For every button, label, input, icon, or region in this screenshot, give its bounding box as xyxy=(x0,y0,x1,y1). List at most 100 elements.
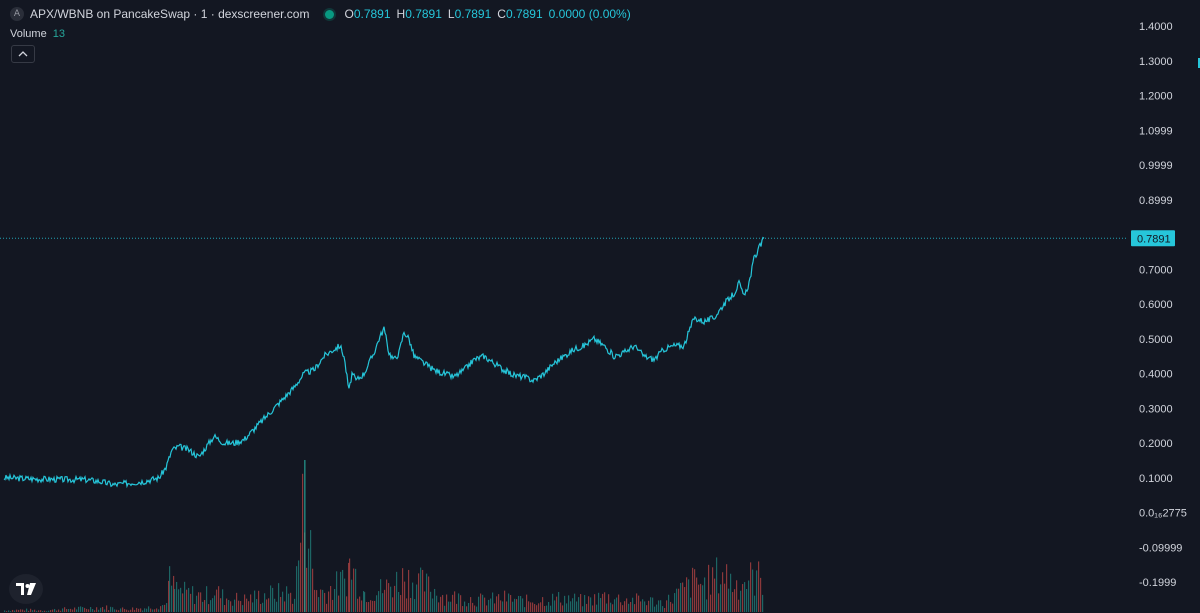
volume-bar xyxy=(148,606,150,612)
volume-bar xyxy=(388,583,390,612)
volume-bar xyxy=(240,601,242,612)
symbol-badge-icon[interactable]: A xyxy=(10,7,24,21)
volume-bar xyxy=(632,597,634,612)
volume-bar xyxy=(642,599,644,612)
volume-bar xyxy=(574,593,576,612)
volume-bar xyxy=(530,602,532,612)
volume-bar xyxy=(602,593,604,612)
volume-bar xyxy=(296,566,298,612)
volume-bar xyxy=(624,601,626,612)
volume-bar xyxy=(626,598,628,612)
volume-bar xyxy=(714,578,716,612)
chevron-up-icon[interactable] xyxy=(11,45,35,63)
volume-bar xyxy=(544,606,546,612)
volume-bar xyxy=(568,595,570,612)
volume-bar xyxy=(308,548,310,612)
volume-bar xyxy=(578,597,580,612)
volume-bar xyxy=(128,610,130,612)
volume-bar xyxy=(262,602,264,612)
volume-bar xyxy=(198,592,200,612)
volume-bar xyxy=(730,573,732,612)
volume-bar xyxy=(112,607,114,612)
volume-bar xyxy=(646,605,648,612)
volume-bar xyxy=(86,608,88,612)
volume-bar xyxy=(540,602,542,612)
volume-bar xyxy=(684,587,686,612)
volume-legend[interactable]: Volume 13 xyxy=(10,28,65,40)
volume-bar xyxy=(210,600,212,612)
volume-bar xyxy=(438,602,440,612)
volume-bar xyxy=(214,595,216,612)
volume-bar xyxy=(476,606,478,612)
volume-bar xyxy=(82,607,84,612)
volume-bar xyxy=(752,569,754,612)
volume-bar xyxy=(176,581,178,612)
volume-bar xyxy=(84,607,86,612)
volume-bar xyxy=(18,609,20,612)
volume-bar xyxy=(312,568,314,612)
volume-bar xyxy=(28,610,30,612)
volume-bar xyxy=(478,596,480,612)
volume-bar xyxy=(202,601,204,612)
volume-bar xyxy=(622,605,624,612)
volume-bar xyxy=(746,588,748,612)
volume-bar xyxy=(546,605,548,612)
volume-bar xyxy=(194,603,196,612)
volume-bar xyxy=(190,593,192,612)
volume-bar xyxy=(164,604,166,612)
volume-bar xyxy=(142,610,144,612)
volume-bar xyxy=(456,603,458,612)
volume-bar xyxy=(106,605,108,612)
volume-bar xyxy=(468,602,470,612)
volume-bar xyxy=(510,595,512,612)
volume-bar xyxy=(502,601,504,612)
tradingview-logo-icon[interactable] xyxy=(9,574,43,604)
volume-bar xyxy=(566,603,568,612)
volume-bar xyxy=(178,589,180,612)
volume-bar xyxy=(74,607,76,612)
volume-bar xyxy=(386,579,388,612)
price-line xyxy=(3,236,765,489)
volume-bar xyxy=(184,581,186,612)
volume-bar xyxy=(216,589,218,612)
volume-bar xyxy=(442,595,444,612)
volume-bar xyxy=(564,595,566,612)
volume-bar xyxy=(436,595,438,612)
y-tick-label: 1.3000 xyxy=(1139,56,1173,68)
volume-bar xyxy=(486,605,488,612)
volume-bar xyxy=(366,602,368,612)
volume-bar xyxy=(324,592,326,612)
volume-bar xyxy=(682,582,684,612)
volume-bar xyxy=(676,588,678,612)
volume-bar xyxy=(136,607,138,612)
ohlc-change: 0.0000 (0.00%) xyxy=(548,7,631,21)
volume-bar xyxy=(480,593,482,612)
volume-bar xyxy=(538,603,540,612)
volume-bar xyxy=(340,571,342,612)
volume-bar xyxy=(98,609,100,612)
volume-bar xyxy=(100,607,102,612)
volume-bar xyxy=(462,606,464,612)
volume-bar xyxy=(304,460,306,612)
volume-bar xyxy=(359,596,361,612)
volume-bar xyxy=(258,590,260,612)
volume-bar xyxy=(6,611,8,612)
volume-bar xyxy=(376,595,378,612)
volume-bar xyxy=(722,572,724,612)
volume-bar xyxy=(156,608,158,612)
volume-bar xyxy=(392,597,394,612)
volume-bar xyxy=(92,609,94,612)
volume-bar xyxy=(720,584,722,612)
volume-bar xyxy=(588,596,590,612)
y-tick-label: 0.7000 xyxy=(1139,264,1173,276)
volume-bar xyxy=(316,590,318,612)
volume-bar xyxy=(348,562,350,612)
symbol-title[interactable]: APX/WBNB on PancakeSwap · 1 · dexscreene… xyxy=(30,7,310,21)
volume-bar xyxy=(4,610,6,612)
volume-bar xyxy=(458,593,460,612)
volume-bar xyxy=(62,608,64,612)
volume-label: Volume xyxy=(10,28,47,40)
volume-bar xyxy=(252,602,254,612)
volume-bar xyxy=(346,596,348,612)
